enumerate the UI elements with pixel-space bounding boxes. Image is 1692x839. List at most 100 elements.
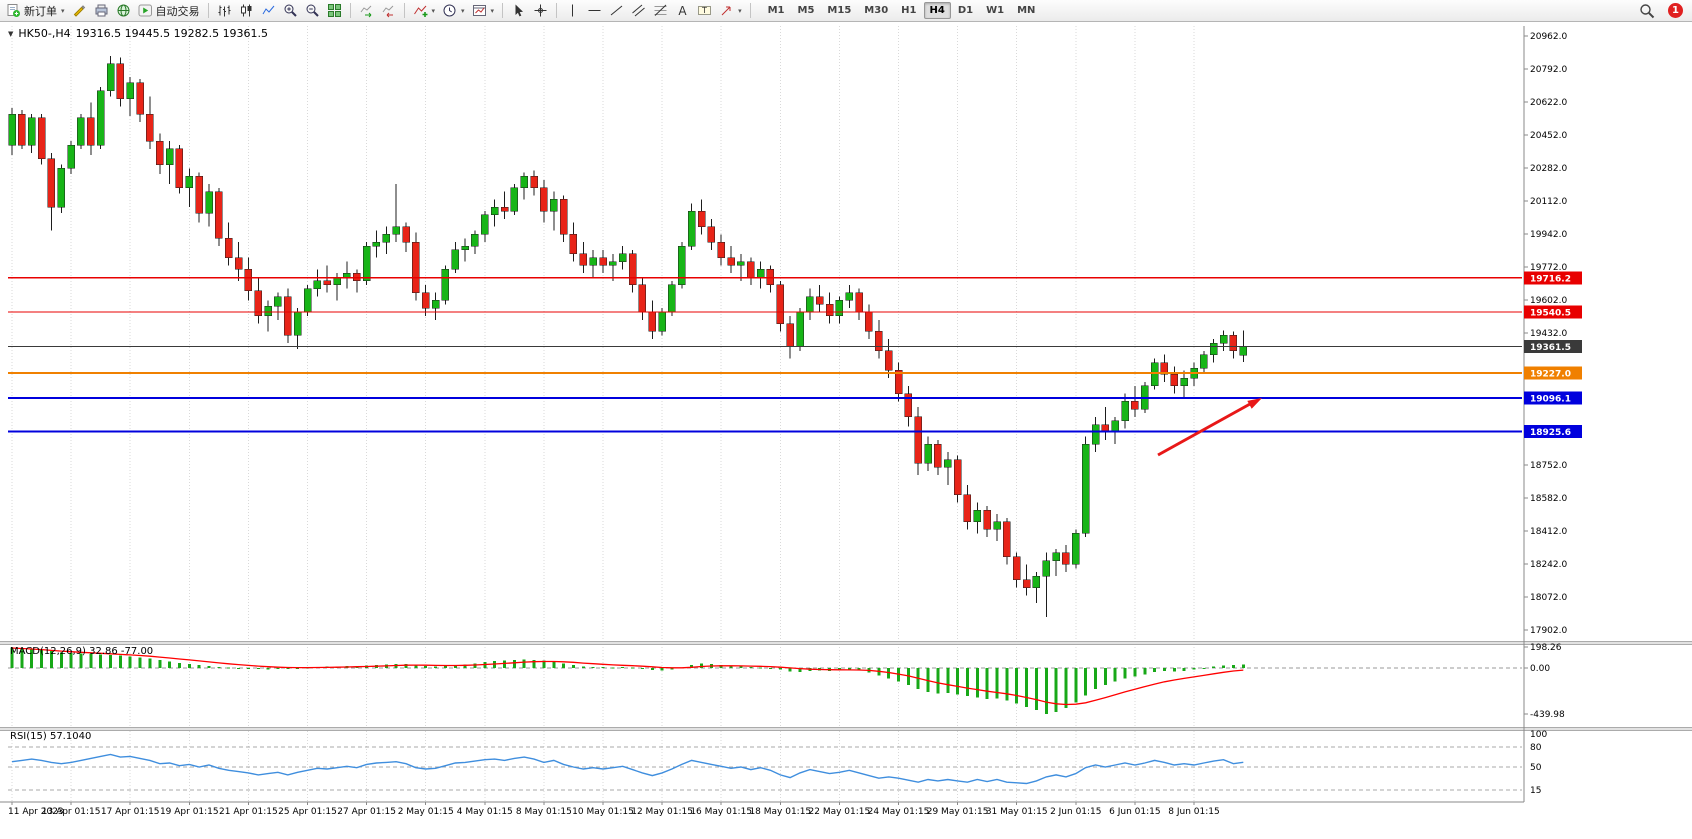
- time-label: 4 May 01:15: [457, 807, 513, 817]
- candle: [215, 191, 223, 239]
- text-button[interactable]: A: [672, 1, 693, 21]
- candle: [668, 284, 676, 313]
- macd-bar: [1202, 668, 1206, 669]
- trendline-button[interactable]: [606, 1, 627, 21]
- candle: [313, 280, 322, 289]
- macd-bar: [266, 668, 270, 670]
- auto-trading-button[interactable]: 自动交易: [135, 1, 203, 21]
- timeframe-mn-button[interactable]: MN: [1017, 5, 1036, 16]
- price-label: 20452.0: [1530, 131, 1567, 141]
- macd-bar: [168, 661, 172, 668]
- candle: [510, 187, 519, 212]
- macd-bar: [138, 657, 142, 668]
- text-label-button[interactable]: T: [694, 1, 715, 21]
- candlestick-chart-button[interactable]: [236, 1, 257, 21]
- timeframe-d1-button[interactable]: D1: [957, 5, 974, 16]
- macd-bar: [276, 668, 280, 669]
- candle: [490, 206, 499, 216]
- macd-bar: [1192, 668, 1196, 670]
- macd-bar: [69, 652, 73, 668]
- zoom-out-button[interactable]: [302, 1, 323, 21]
- macd-bar: [463, 664, 467, 668]
- candle: [106, 63, 115, 91]
- fibonacci-icon: [654, 4, 667, 16]
- candle: [156, 140, 164, 165]
- crosshair-button[interactable]: [530, 1, 551, 21]
- macd-bar: [759, 667, 763, 669]
- macd-bar: [1025, 668, 1029, 707]
- candle: [875, 331, 883, 352]
- new-order-button[interactable]: 新订单 ▾: [3, 1, 68, 21]
- line-chart-button[interactable]: [258, 1, 279, 21]
- price-label: 20112.0: [1530, 197, 1567, 207]
- price-tag-label: 19540.5: [1530, 308, 1571, 318]
- macd-bar: [20, 648, 24, 668]
- panel-divider[interactable]: [0, 727, 1692, 731]
- candle: [786, 323, 794, 348]
- macd-bar: [1084, 668, 1088, 696]
- candle: [559, 199, 568, 235]
- macd-bar: [1074, 668, 1078, 703]
- vertical-line-button[interactable]: [562, 1, 583, 21]
- periods-button[interactable]: ▾: [439, 1, 468, 21]
- timeframe-h4-button[interactable]: H4: [923, 2, 951, 19]
- timeframe-w1-button[interactable]: W1: [986, 5, 1005, 16]
- macd-bar: [197, 664, 201, 668]
- macd-bar: [246, 668, 250, 669]
- candle: [441, 269, 450, 301]
- cursor-button[interactable]: [508, 1, 529, 21]
- macd-bar: [217, 666, 221, 668]
- equidistant-channel-button[interactable]: [628, 1, 649, 21]
- macd-bar: [158, 660, 162, 668]
- candle: [914, 416, 922, 464]
- price-tag: [1524, 391, 1582, 405]
- chevron-down-icon: ▾: [461, 6, 465, 15]
- zoom-out-icon: [306, 4, 319, 17]
- chart-shift-button[interactable]: [378, 1, 399, 21]
- candle: [382, 234, 391, 243]
- indicators-button[interactable]: ▾: [410, 1, 439, 21]
- macd-bar: [453, 665, 457, 668]
- candle: [766, 269, 775, 286]
- macd-bar: [847, 668, 851, 671]
- auto-scroll-button[interactable]: [356, 1, 377, 21]
- tile-windows-button[interactable]: [324, 1, 345, 21]
- templates-button[interactable]: ▾: [469, 1, 498, 21]
- candle: [1072, 533, 1080, 565]
- website-button[interactable]: [113, 1, 134, 21]
- candle: [67, 144, 75, 169]
- macd-bar: [1162, 668, 1166, 672]
- panel-divider[interactable]: [0, 641, 1692, 645]
- chevron-down-icon: ▾: [490, 6, 495, 15]
- notification-badge[interactable]: 1: [1668, 3, 1683, 18]
- price-label: 18412.0: [1530, 527, 1567, 537]
- fibonacci-button[interactable]: [650, 1, 671, 21]
- horizontal-line-button[interactable]: [584, 1, 605, 21]
- price-tag: [1524, 305, 1582, 319]
- timeframe-h1-button[interactable]: H1: [901, 5, 917, 16]
- macd-bar: [1241, 664, 1245, 668]
- search-button[interactable]: [1636, 1, 1658, 21]
- candle: [865, 311, 873, 332]
- arrows-button[interactable]: ▾: [716, 1, 745, 21]
- macd-bar: [1153, 668, 1157, 673]
- metaeditor-button[interactable]: [69, 1, 90, 21]
- print-button[interactable]: [91, 1, 112, 21]
- timeframe-m1-button[interactable]: M1: [767, 5, 785, 16]
- timeframe-m30-button[interactable]: M30: [864, 5, 889, 16]
- candle: [1111, 420, 1119, 433]
- indicators-icon: [413, 5, 428, 17]
- candle: [18, 113, 26, 146]
- bar-chart-button[interactable]: [214, 1, 235, 21]
- candle: [884, 350, 893, 371]
- timeframe-m5-button[interactable]: M5: [797, 5, 815, 16]
- trend-arrow[interactable]: [1157, 402, 1251, 457]
- time-label: 27 Apr 01:15: [337, 807, 396, 817]
- timeframe-m15-button[interactable]: M15: [827, 5, 852, 16]
- candle: [924, 443, 932, 464]
- zoom-in-button[interactable]: [280, 1, 301, 21]
- candle: [599, 257, 607, 266]
- price-tag: [1524, 366, 1582, 380]
- chart-dropdown-icon[interactable]: ▼: [8, 29, 14, 38]
